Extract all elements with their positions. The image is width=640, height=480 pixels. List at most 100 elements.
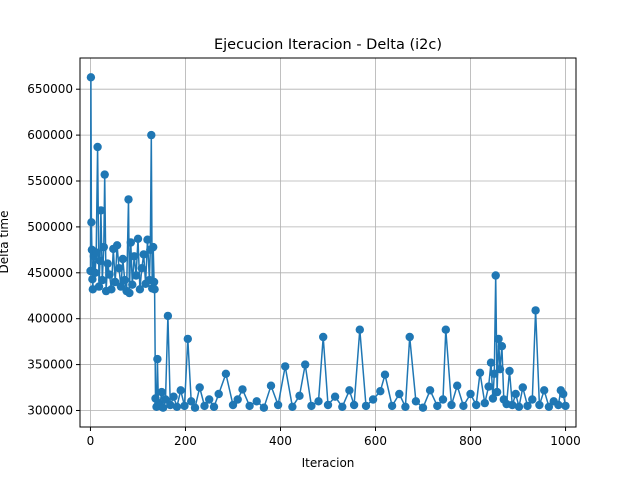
- data-point: [523, 401, 532, 411]
- data-point: [176, 386, 185, 395]
- data-point: [554, 400, 563, 410]
- data-point: [209, 402, 219, 411]
- y-axis-label: Delta time: [0, 211, 11, 274]
- data-point: [169, 392, 178, 401]
- data-point: [150, 285, 159, 294]
- data-series: [86, 73, 570, 412]
- data-point: [200, 401, 209, 411]
- data-point: [494, 334, 503, 344]
- data-point: [166, 400, 175, 410]
- data-point: [323, 400, 333, 410]
- data-point: [118, 254, 128, 264]
- data-point: [376, 387, 385, 396]
- data-point: [495, 365, 505, 374]
- data-point: [345, 386, 354, 395]
- data-point: [266, 381, 276, 390]
- y-tick-label: 400000: [27, 312, 73, 326]
- data-point: [180, 401, 189, 411]
- data-point: [368, 395, 378, 404]
- data-point: [518, 383, 527, 392]
- data-point: [395, 389, 404, 399]
- data-point: [411, 397, 421, 406]
- data-point: [528, 395, 537, 404]
- data-point: [172, 402, 182, 411]
- data-point: [441, 325, 450, 334]
- y-tick-label: 550000: [27, 174, 73, 188]
- data-point: [438, 395, 448, 404]
- data-point: [491, 271, 500, 280]
- data-point: [153, 354, 162, 364]
- data-point: [190, 403, 200, 412]
- chart-title: Ejecucion Iteracion - Delta (i2c): [214, 37, 442, 53]
- data-point: [87, 218, 96, 227]
- data-point: [205, 395, 214, 404]
- data-point: [288, 402, 297, 411]
- data-point: [105, 270, 114, 279]
- data-point: [92, 248, 101, 257]
- data-point: [418, 403, 428, 412]
- x-axis-label: Iteracion: [302, 456, 355, 470]
- y-tick-label: 300000: [27, 403, 73, 417]
- data-point: [453, 381, 462, 390]
- y-tick-label: 350000: [27, 358, 73, 372]
- data-point: [380, 370, 390, 379]
- data-point: [183, 334, 192, 344]
- data-point: [214, 389, 223, 399]
- data-point: [301, 360, 310, 369]
- data-point: [187, 397, 196, 406]
- data-point: [475, 368, 485, 377]
- data-point: [143, 235, 152, 244]
- data-point: [99, 242, 109, 252]
- data-point: [137, 264, 146, 273]
- data-point: [484, 382, 493, 391]
- plot-frame: [79, 57, 577, 428]
- data-point: [252, 397, 261, 406]
- data-point: [433, 401, 442, 411]
- data-point: [100, 170, 109, 179]
- data-point: [95, 256, 105, 266]
- data-point: [149, 277, 159, 287]
- data-point: [531, 306, 540, 315]
- x-tick-label: 200: [174, 434, 197, 448]
- y-axis: 300000 350000 400000 450000 500000 550000 6000…: [27, 82, 80, 417]
- data-point: [114, 264, 124, 273]
- data-point: [561, 401, 570, 411]
- data-point: [161, 395, 170, 404]
- data-point: [535, 400, 544, 410]
- data-point: [295, 391, 304, 400]
- data-point: [163, 311, 173, 321]
- data-point: [96, 206, 106, 215]
- data-point: [459, 401, 468, 411]
- data-point: [112, 241, 122, 250]
- data-point: [103, 259, 112, 268]
- y-tick-label: 500000: [27, 220, 73, 234]
- data-point: [128, 280, 137, 289]
- data-point: [125, 288, 134, 298]
- data-point: [544, 402, 554, 411]
- grid: [80, 58, 576, 427]
- data-point: [94, 282, 104, 291]
- data-point: [88, 275, 97, 284]
- data-point: [221, 369, 231, 378]
- data-point: [107, 285, 116, 294]
- x-tick-label: 0: [87, 434, 95, 448]
- data-point: [93, 142, 102, 152]
- data-point: [228, 400, 238, 410]
- y-tick-label: 600000: [27, 128, 73, 142]
- data-point: [466, 389, 475, 399]
- data-point: [98, 275, 107, 285]
- x-tick-label: 600: [364, 434, 387, 448]
- x-tick-label: 800: [459, 434, 482, 448]
- data-point: [387, 401, 397, 411]
- data-point: [508, 400, 517, 410]
- data-point: [111, 277, 120, 287]
- data-point: [133, 234, 143, 243]
- data-point: [139, 250, 148, 259]
- data-point: [124, 195, 133, 204]
- data-point: [497, 342, 507, 351]
- data-point: [480, 398, 489, 408]
- x-axis: 0 200 400 600 800 1000: [87, 427, 581, 448]
- data-point: [319, 332, 328, 342]
- y-tick-label: 650000: [27, 82, 73, 96]
